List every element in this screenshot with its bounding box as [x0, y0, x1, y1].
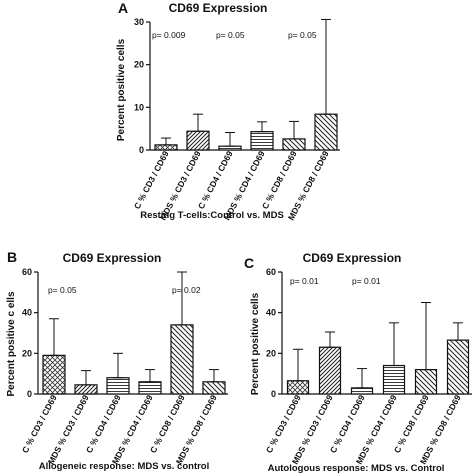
- category-label: C % CD3 / CD69: [20, 393, 59, 455]
- y-tick-label: 0: [139, 145, 144, 155]
- panel-b: B CD69 Expression Percent positive c ell…: [6, 249, 228, 472]
- bar: [414, 369, 438, 395]
- bar: [286, 380, 310, 395]
- y-tick-label: 40: [22, 308, 32, 318]
- category-label: C % CD4 / CD69: [196, 149, 235, 211]
- panel-a: A CD69 Expression Percent positive cells…: [116, 0, 340, 222]
- bar: [170, 324, 194, 395]
- category-label: C % CD3 / CD69: [132, 149, 171, 211]
- category-label: C % CD4 / CD69: [328, 393, 367, 455]
- p-value-annotation: p= 0.05: [216, 30, 245, 40]
- category-label: C % CD4 / CD69: [84, 393, 123, 455]
- y-tick-label: 10: [134, 102, 144, 112]
- chart-title: CD69 Expression: [63, 251, 162, 265]
- p-value-annotation: p= 0.02: [172, 285, 201, 295]
- y-tick-label: 0: [27, 389, 32, 399]
- bar: [314, 113, 338, 151]
- bar: [74, 384, 98, 395]
- y-axis-label: Percent positive c ells: [6, 291, 17, 396]
- bar: [250, 131, 274, 151]
- panel-letter: A: [118, 0, 128, 16]
- bar: [218, 145, 242, 151]
- y-tick-label: 30: [134, 17, 144, 27]
- y-tick-label: 20: [22, 348, 32, 358]
- p-value-annotation: p= 0.05: [48, 285, 77, 295]
- p-value-annotation: p= 0.05: [288, 30, 317, 40]
- y-tick-label: 60: [22, 267, 32, 277]
- bar: [318, 346, 342, 395]
- y-tick-label: 60: [266, 267, 276, 277]
- y-axis-label: Percent positive cells: [250, 292, 261, 395]
- x-axis-title: Resting T-cells:Control vs. MDS: [140, 210, 284, 221]
- category-label: C % CD3 / CD69: [264, 393, 303, 455]
- category-label: C % CD8 / CD69: [392, 393, 431, 455]
- bar: [446, 339, 470, 395]
- y-tick-label: 20: [134, 60, 144, 70]
- panel-letter: C: [244, 255, 254, 271]
- bar: [138, 381, 162, 395]
- panel-letter: B: [7, 249, 17, 265]
- y-tick-label: 40: [266, 308, 276, 318]
- bar: [42, 354, 66, 395]
- y-tick-label: 0: [271, 389, 276, 399]
- bar: [106, 377, 130, 395]
- bar: [154, 144, 178, 151]
- bar: [382, 364, 406, 395]
- bar: [202, 381, 226, 395]
- chart-title: CD69 Expression: [303, 251, 402, 265]
- y-tick-label: 20: [266, 348, 276, 358]
- chart-title: CD69 Expression: [169, 1, 268, 15]
- bar: [282, 138, 306, 151]
- x-axis-title: Allogeneic response: MDS vs. control: [39, 461, 210, 472]
- category-label: C % CD8 / CD69: [260, 149, 299, 211]
- y-axis-label: Percent positive cells: [116, 38, 127, 141]
- bar: [186, 130, 210, 151]
- p-value-annotation: p= 0.01: [352, 276, 381, 286]
- panel-c: C CD69 Expression Percent positive cells…: [244, 251, 472, 474]
- category-label: C % CD8 / CD69: [148, 393, 187, 455]
- p-value-annotation: p= 0.01: [290, 276, 319, 286]
- x-axis-title: Autologous response: MDS vs. Control: [268, 463, 445, 474]
- bar: [350, 387, 374, 395]
- p-value-annotation: p= 0.009: [152, 30, 186, 40]
